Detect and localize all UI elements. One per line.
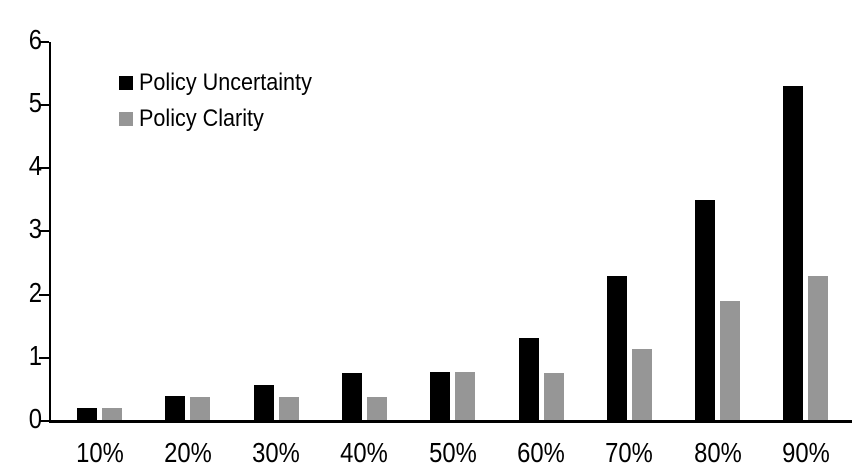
y-tick-label: 2 xyxy=(28,276,42,308)
y-tick xyxy=(38,419,49,423)
bar-policy-clarity xyxy=(366,396,387,421)
x-tick-label: 80% xyxy=(693,437,742,468)
legend: Policy Uncertainty Policy Clarity xyxy=(119,71,331,143)
bar-policy-clarity xyxy=(278,396,299,421)
bar-policy-clarity xyxy=(102,408,122,421)
y-tick-label: 5 xyxy=(28,87,42,118)
bar-policy-clarity xyxy=(631,348,652,421)
x-tick-label: 30% xyxy=(252,437,300,468)
y-tick xyxy=(38,167,49,170)
x-tick-label: 60% xyxy=(517,437,565,468)
y-tick xyxy=(38,293,49,296)
bar-policy-uncertainty xyxy=(341,372,362,421)
y-axis-line xyxy=(48,41,52,423)
x-tick-label: 70% xyxy=(605,437,654,468)
y-tick-label: 3 xyxy=(28,213,42,245)
bar-policy-uncertainty xyxy=(253,384,274,421)
legend-item-policy-uncertainty: Policy Uncertainty xyxy=(119,71,331,95)
legend-swatch-policy-uncertainty xyxy=(119,76,133,90)
y-tick-label: 1 xyxy=(28,339,42,371)
bar-policy-clarity xyxy=(455,372,476,421)
x-tick-label: 10% xyxy=(75,437,124,468)
bar-policy-clarity xyxy=(543,372,564,421)
y-tick xyxy=(38,40,49,43)
legend-item-policy-clarity: Policy Clarity xyxy=(119,107,331,131)
legend-label-policy-uncertainty: Policy Uncertainty xyxy=(139,69,312,96)
x-axis-line xyxy=(48,419,852,423)
legend-label-policy-clarity: Policy Clarity xyxy=(139,105,264,132)
bar-policy-clarity xyxy=(808,275,829,421)
y-tick xyxy=(38,103,49,107)
bar-policy-uncertainty xyxy=(430,371,451,421)
x-tick-label: 20% xyxy=(163,437,212,468)
legend-swatch-policy-clarity xyxy=(119,112,133,126)
bar-policy-uncertainty xyxy=(165,395,186,421)
y-tick-label: 4 xyxy=(28,150,42,182)
bar-policy-uncertainty xyxy=(695,199,716,421)
bar-policy-uncertainty xyxy=(783,86,804,421)
x-tick-label: 40% xyxy=(340,437,389,468)
y-tick-label: 6 xyxy=(28,23,42,55)
bar-policy-uncertainty xyxy=(606,275,627,421)
x-tick-label: 90% xyxy=(782,437,830,468)
bar-policy-uncertainty xyxy=(77,408,97,421)
bar-policy-uncertainty xyxy=(518,337,539,421)
x-tick-label: 50% xyxy=(428,437,477,468)
bar-policy-clarity xyxy=(190,396,211,421)
y-tick-label: 0 xyxy=(28,403,42,434)
y-tick xyxy=(38,230,49,233)
bar-policy-clarity xyxy=(720,300,741,421)
y-tick xyxy=(38,356,49,359)
